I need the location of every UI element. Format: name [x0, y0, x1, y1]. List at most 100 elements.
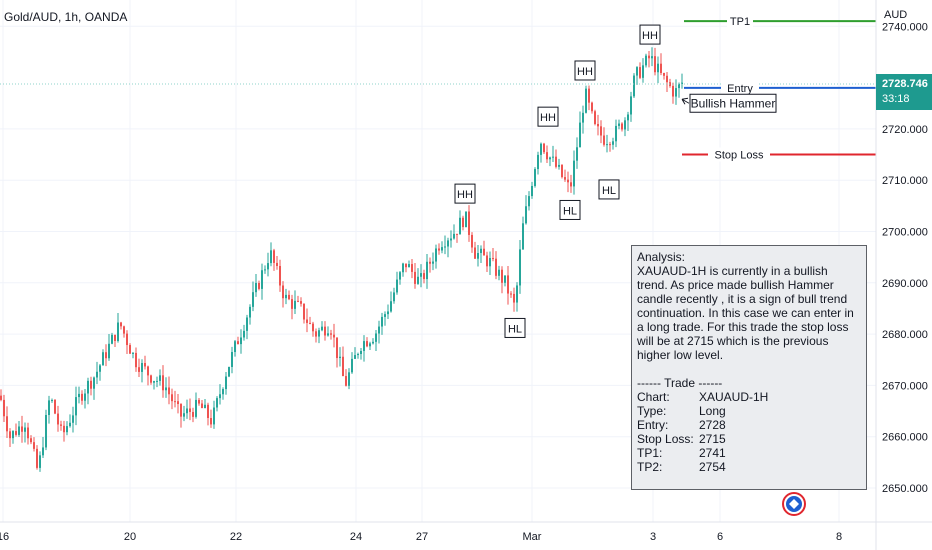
- candle-body: [579, 122, 581, 148]
- y-tick-label: 2700.000: [882, 227, 928, 239]
- y-tick-label: 2650.000: [882, 483, 928, 495]
- candle-body: [597, 123, 599, 127]
- candle-body: [420, 273, 422, 277]
- candle-body: [444, 246, 446, 248]
- candle-body: [576, 147, 578, 161]
- candle-body: [6, 416, 8, 432]
- candle-body: [504, 275, 506, 283]
- candle-body: [408, 264, 410, 268]
- candle-body: [345, 376, 347, 386]
- candle-body: [516, 285, 518, 303]
- candle-body: [258, 283, 260, 289]
- hl-label: HL: [563, 205, 577, 217]
- candle-body: [114, 334, 116, 341]
- candle-body: [510, 293, 512, 295]
- logo-mark: [789, 499, 799, 509]
- candle-body: [507, 275, 509, 294]
- candle-body: [378, 326, 380, 334]
- candle-body: [321, 326, 323, 331]
- candle-body: [78, 393, 80, 398]
- x-tick-label: 8: [836, 531, 842, 543]
- candle-body: [432, 261, 434, 264]
- candle-body: [342, 356, 344, 377]
- candle-body: [375, 333, 377, 342]
- candle-body: [642, 65, 644, 78]
- candle-body: [429, 261, 431, 264]
- candle-body: [333, 334, 335, 338]
- candles: [0, 47, 683, 472]
- annotations: HH HL HH HL HH HL HH Bullish Hammer: [454, 24, 806, 516]
- candle-body: [87, 380, 89, 394]
- candle-body: [60, 424, 62, 426]
- y-tick-label: 2720.000: [882, 124, 928, 136]
- candle-body: [300, 301, 302, 304]
- candle-body: [198, 399, 200, 404]
- candle-body: [36, 448, 38, 468]
- trade-label: TP1:: [637, 446, 663, 460]
- hh-label-box: [537, 106, 559, 127]
- candle-body: [0, 395, 2, 400]
- candle-body: [405, 263, 407, 268]
- candle-body: [69, 422, 71, 427]
- candle-body: [612, 141, 614, 145]
- bullish-hammer-arrow: [681, 97, 690, 105]
- candle-body: [318, 330, 320, 337]
- candle-body: [336, 337, 338, 359]
- y-tick-label: 2710.000: [882, 175, 928, 187]
- candle-body: [657, 63, 659, 73]
- trade-heading: ------ Trade ------: [637, 376, 723, 390]
- analysis-note[interactable]: Analysis: XAUAUD-1H is currently in a bu…: [631, 245, 867, 490]
- candle-body: [594, 111, 596, 124]
- trade-value: Long: [699, 404, 726, 418]
- x-tick-label: 16: [0, 531, 9, 543]
- candle-body: [252, 292, 254, 307]
- candle-body: [663, 72, 665, 76]
- candle-body: [528, 196, 530, 207]
- candle-body: [261, 270, 263, 289]
- candle-body: [237, 341, 239, 345]
- candle-body: [159, 375, 161, 381]
- trade-value: 2715: [699, 432, 726, 446]
- candle-body: [156, 380, 158, 382]
- candle-body: [48, 400, 50, 416]
- candle-body: [525, 206, 527, 224]
- hh-label-box: [454, 183, 476, 204]
- candle-body: [240, 337, 242, 345]
- candle-body: [588, 88, 590, 103]
- candle-body: [456, 233, 458, 235]
- candle-body: [327, 333, 329, 336]
- candle-body: [204, 404, 206, 409]
- candle-body: [54, 399, 56, 414]
- trade-row: TP2: 2754: [637, 460, 768, 474]
- candle-body: [546, 152, 548, 160]
- candle-body: [174, 401, 176, 403]
- candle-body: [363, 341, 365, 351]
- x-tick-label: 22: [230, 531, 242, 543]
- candle-body: [51, 399, 53, 401]
- bar-countdown: 33:18: [882, 93, 910, 105]
- trade-label: Stop Loss:: [637, 432, 694, 446]
- candle-body: [492, 258, 494, 260]
- candle-body: [351, 358, 353, 373]
- candle-body: [288, 294, 290, 300]
- candle-body: [279, 265, 281, 286]
- symbol-title[interactable]: Gold/AUD, 1h, OANDA: [4, 10, 128, 24]
- candle-body: [513, 293, 515, 303]
- candle-body: [93, 377, 95, 389]
- candle-body: [483, 248, 485, 256]
- hh-label: HH: [457, 189, 473, 201]
- candle-body: [369, 343, 371, 347]
- candle-body: [126, 333, 128, 346]
- candle-body: [102, 352, 104, 366]
- hl-label-box: [598, 179, 620, 200]
- candle-body: [426, 261, 428, 280]
- candle-body: [654, 56, 656, 73]
- candle-body: [366, 341, 368, 347]
- broker-logo-icon: [782, 492, 806, 516]
- candle-body: [63, 425, 65, 433]
- candle-body: [552, 156, 554, 158]
- candle-body: [498, 269, 500, 276]
- currency-label[interactable]: AUD: [884, 9, 908, 21]
- candle-body: [162, 375, 164, 391]
